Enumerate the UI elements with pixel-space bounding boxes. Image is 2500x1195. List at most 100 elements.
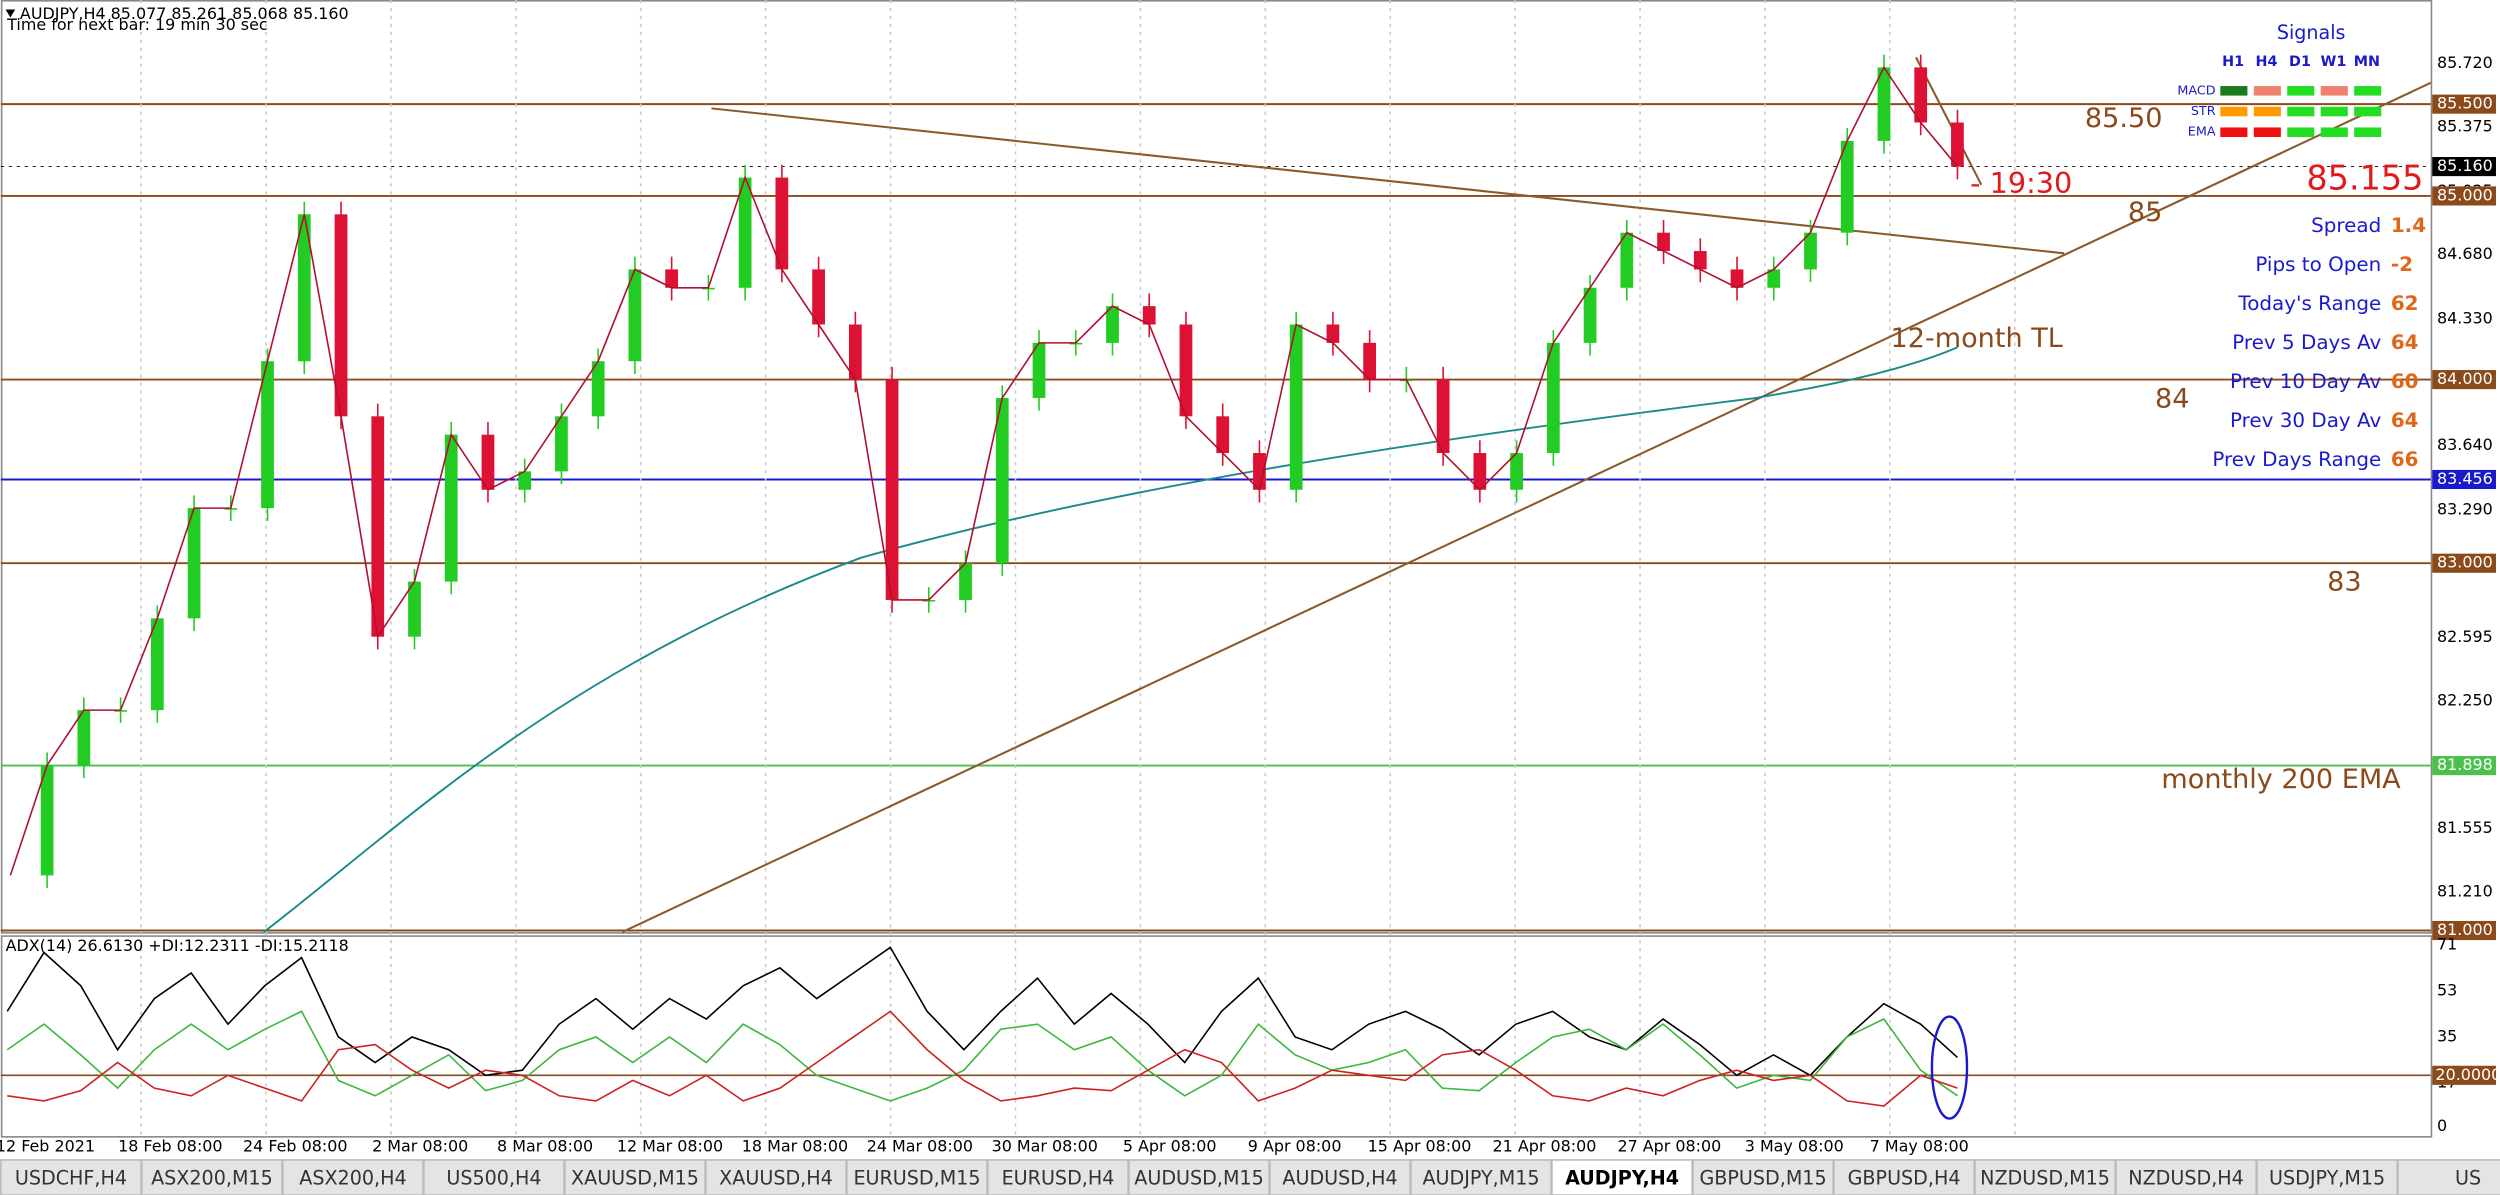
tab-label[interactable]: USDCHF,H4 [15,1167,127,1190]
tab[interactable] [282,1159,424,1195]
candle-body [334,214,348,417]
candle-body [1840,140,1854,233]
tab-label[interactable]: NZDUSD,H4 [2128,1167,2244,1190]
indicator-frame [0,935,2433,1138]
adx-marker-box [2432,1065,2496,1085]
tab[interactable] [2115,1159,2257,1195]
price-tick-label: 84.330 [2437,308,2493,327]
tab[interactable] [1974,1159,2116,1195]
price-marker-box [2432,920,2496,941]
tab-label[interactable]: ASX200,H4 [299,1167,406,1190]
signals-title: Signals [2277,21,2346,44]
signal-cell [2253,86,2281,96]
annotation: 85 [2128,197,2162,228]
adx-tick-label: 0 [2437,1116,2447,1135]
price-marker-label: 84.000 [2437,369,2493,388]
candle-body [1436,379,1450,454]
candle-body [1289,324,1303,490]
candle-body [1032,342,1046,398]
candle-body [1253,453,1266,490]
candle-body [408,581,421,637]
tab-label[interactable]: NZDUSD,M15 [1980,1167,2110,1190]
signal-cell [2287,127,2315,138]
tab[interactable] [1833,1159,1975,1195]
signal-column: D1 [2289,54,2311,70]
tab-label[interactable]: AUDJPY,H4 [1565,1167,1679,1190]
stat-label: Today's Range [2237,292,2381,315]
tab-label[interactable]: ASX200,M15 [151,1167,273,1190]
candle-body [518,471,532,490]
price-marker-box [2432,553,2496,573]
candle-body [444,434,458,582]
tab-label[interactable]: AUDUSD,H4 [1282,1167,1397,1190]
time-label: 2 Mar 08:00 [372,1137,468,1156]
price-marker-label: 85.000 [2437,185,2493,204]
tab-label[interactable]: US [2455,1167,2481,1190]
tab[interactable] [1269,1159,1411,1195]
stat-value: 62 [2391,292,2419,315]
stat-label: Spread [2311,214,2381,237]
signal-cell [2253,127,2281,138]
tab-label[interactable]: US500,H4 [446,1167,541,1190]
time-label: 12 Mar 08:00 [617,1137,723,1156]
tab[interactable] [1551,1159,1693,1195]
price-marker-box [2432,157,2496,177]
candle-body [628,269,642,362]
annotation: 84 [2155,383,2189,414]
tab-label[interactable]: EURUSD,M15 [853,1167,980,1190]
symbol-line: AUDJPY,H4 85.077 85.261 85.068 85.160 [20,4,349,23]
annotation: 83 [2327,567,2361,598]
trendline-12m [621,81,2432,934]
tab[interactable] [141,1159,283,1195]
tab-label[interactable]: USDJPY,M15 [2269,1167,2385,1190]
candle-body [1914,67,1928,123]
price-marker-box [2432,756,2496,776]
candle-body [1546,342,1560,454]
candle-body [591,361,605,417]
price-marker-label: 85.160 [2437,156,2493,175]
candle-body [1730,269,1744,288]
candle-body [775,177,789,270]
tab-label[interactable]: EURUSD,H4 [1002,1167,1115,1190]
tab[interactable] [1692,1159,1834,1195]
price-marker-label: 83.000 [2437,553,2493,572]
time-label: 30 Mar 08:00 [992,1137,1098,1156]
time-label: 8 Mar 08:00 [497,1137,593,1156]
candle-body [371,416,385,637]
tab[interactable] [1410,1159,1552,1195]
timer: Time for next bar: 19 min 30 sec [6,15,267,34]
candle-body [885,379,899,600]
tab-label[interactable]: GBPUSD,H4 [1848,1167,1961,1190]
tab[interactable] [2397,1159,2500,1195]
candle-body [1142,306,1156,325]
price-marker-label: 85.500 [2437,94,2493,113]
time-label: 12 Feb 2021 [0,1137,95,1156]
time-label: 15 Apr 08:00 [1368,1137,1472,1156]
price-label: 85.155 [2306,159,2423,198]
candle-body [1106,306,1119,343]
adx-marker-label: 20.0000 [2435,1065,2500,1084]
tab-label[interactable]: GBPUSD,M15 [1699,1167,1826,1190]
tab[interactable] [0,1159,142,1195]
tab-label[interactable]: AUDUSD,M15 [1134,1167,1263,1190]
time-label: 18 Mar 08:00 [742,1137,848,1156]
tab[interactable] [564,1159,706,1195]
candle-body [1877,67,1891,141]
signal-cell [2320,127,2348,138]
tab[interactable] [705,1159,847,1195]
candle-body [1620,232,1634,288]
signal-cell [2354,86,2382,96]
candle-body [150,618,164,711]
tab-label[interactable]: XAUUSD,M15 [571,1167,699,1190]
candle-body [665,269,679,288]
candle-body [959,563,972,600]
tab-label[interactable]: AUDJPY,M15 [1422,1167,1539,1190]
candle-body [1216,416,1230,454]
candle-body [738,177,752,288]
price-tick-label: 81.210 [2437,881,2493,900]
price-marker-label: 83.456 [2437,469,2493,488]
candle-body [1473,453,1487,490]
tab-label[interactable]: XAUUSD,H4 [719,1167,833,1190]
candle-body [1657,232,1670,252]
